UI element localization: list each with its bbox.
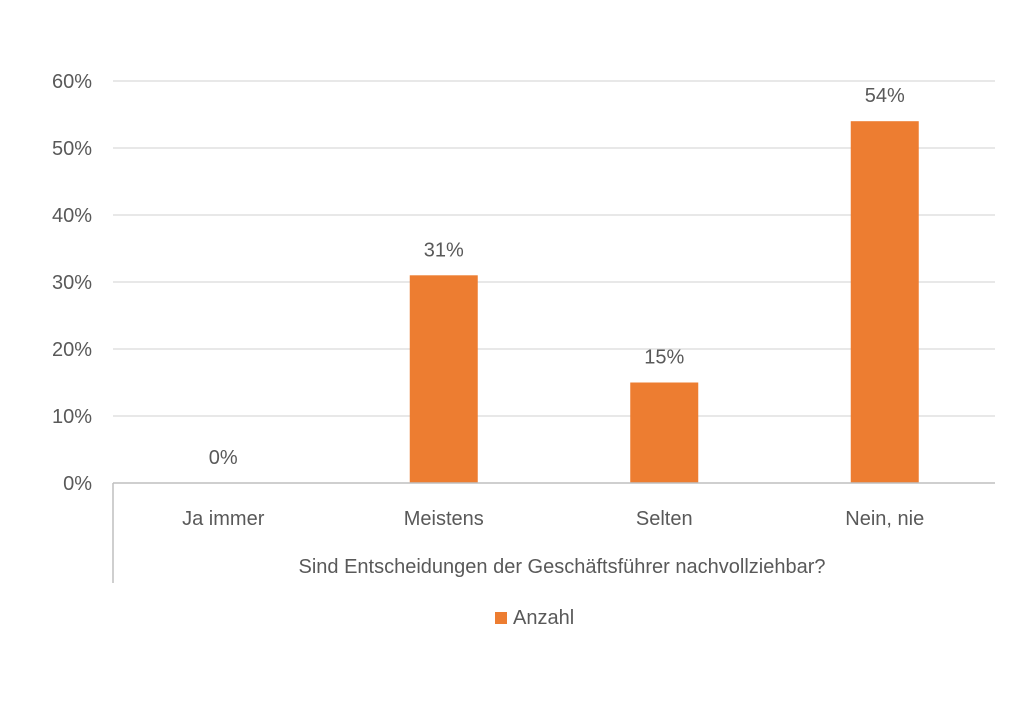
bar bbox=[409, 275, 478, 483]
x-tick-label: Nein, nie bbox=[845, 508, 924, 530]
bar bbox=[630, 382, 699, 483]
x-axis-title: Sind Entscheidungen der Geschäftsführer … bbox=[299, 556, 826, 578]
legend-swatch bbox=[495, 612, 507, 624]
y-tick-label: 50% bbox=[52, 138, 92, 160]
data-labels: 0% 31% 15% 54% bbox=[209, 85, 905, 469]
x-tick-label: Selten bbox=[636, 508, 693, 530]
y-tick-label: 0% bbox=[63, 473, 92, 495]
bars bbox=[409, 121, 919, 483]
data-label: 0% bbox=[209, 447, 238, 469]
data-label: 31% bbox=[424, 239, 464, 261]
legend-label: Anzahl bbox=[513, 607, 574, 629]
y-tick-label: 30% bbox=[52, 272, 92, 294]
y-tick-label: 40% bbox=[52, 205, 92, 227]
y-tick-label: 10% bbox=[52, 406, 92, 428]
data-label: 15% bbox=[644, 347, 684, 369]
gridlines bbox=[113, 80, 995, 417]
legend: Anzahl bbox=[495, 607, 574, 629]
y-tick-label: 60% bbox=[52, 71, 92, 93]
bar bbox=[850, 121, 919, 483]
x-tick-label: Meistens bbox=[404, 508, 484, 530]
data-label: 54% bbox=[865, 85, 905, 107]
y-tick-label: 20% bbox=[52, 339, 92, 361]
x-tick-label: Ja immer bbox=[182, 508, 265, 530]
y-axis-ticks: 0% 10% 20% 30% 40% 50% 60% bbox=[52, 71, 92, 495]
x-axis-ticks: Ja immer Meistens Selten Nein, nie bbox=[182, 508, 924, 530]
x-axis bbox=[112, 482, 995, 583]
